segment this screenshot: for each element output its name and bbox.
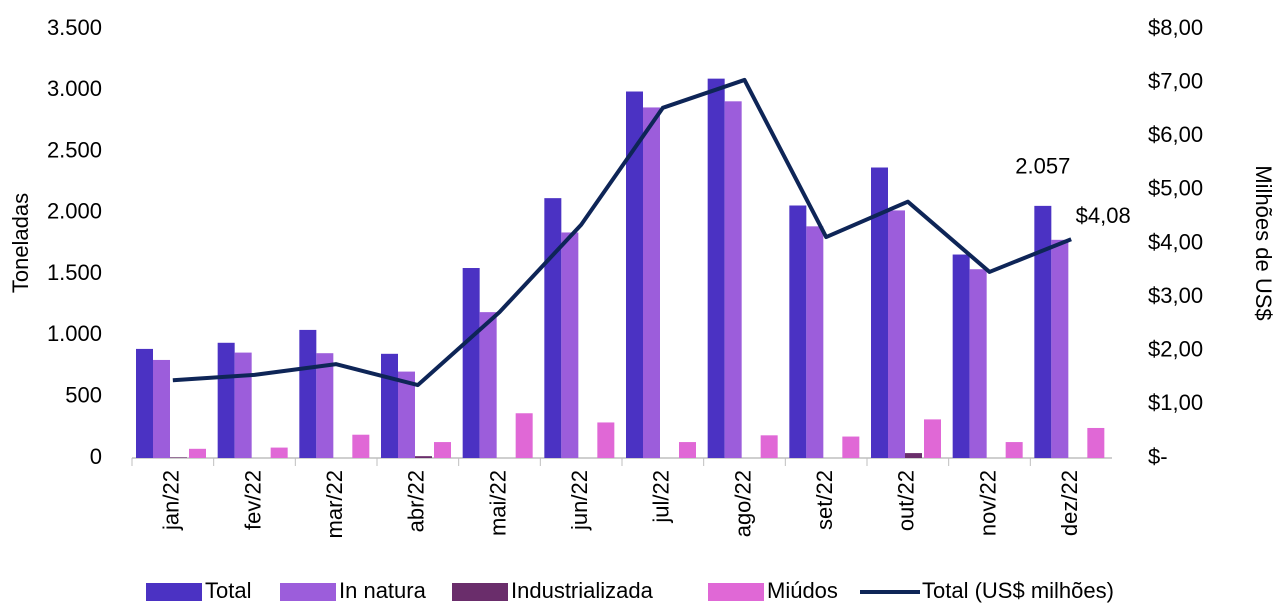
bar — [270, 447, 288, 458]
bar — [905, 453, 922, 458]
y2-tick-label: $8,00 — [1148, 15, 1203, 40]
bar — [479, 312, 497, 458]
y2-tick-label: $4,00 — [1148, 229, 1203, 254]
bar — [170, 457, 187, 458]
x-tick-label: abr/22 — [404, 470, 429, 532]
line — [172, 77, 1072, 388]
data-label: $4,08 — [1076, 203, 1131, 228]
y-axis-title: Toneladas — [8, 193, 33, 293]
x-tick-label: set/22 — [812, 470, 837, 530]
bar — [352, 434, 370, 458]
bar — [381, 353, 398, 458]
y-tick-label: 500 — [65, 383, 102, 408]
bar — [969, 269, 987, 458]
legend-swatch — [452, 583, 508, 601]
legend-swatch — [146, 583, 202, 601]
bar — [316, 353, 334, 458]
bar — [597, 422, 615, 458]
bar — [1034, 205, 1052, 458]
x-tick-label: fev/22 — [240, 470, 265, 530]
bar — [398, 371, 415, 458]
legend-swatch — [280, 583, 336, 601]
y2-axis-title: Milhões de US$ — [1251, 165, 1274, 320]
bar — [806, 226, 824, 458]
legend-label: Miúdos — [767, 578, 838, 603]
bar — [515, 413, 533, 458]
x-tick-label: jun/22 — [567, 470, 592, 531]
x-tick-label: mar/22 — [322, 470, 347, 538]
bar — [724, 101, 742, 459]
bar — [434, 442, 451, 458]
bar — [299, 329, 317, 458]
y2-tick-label: $6,00 — [1148, 122, 1203, 147]
bar — [952, 254, 970, 458]
bar — [234, 352, 252, 458]
bar — [544, 198, 562, 459]
bar — [789, 205, 807, 458]
bar — [760, 435, 778, 458]
bar — [217, 342, 235, 458]
bar — [136, 348, 153, 458]
bar — [415, 456, 432, 458]
data-label: 2.057 — [1015, 154, 1070, 179]
y-tick-label: 1.000 — [47, 321, 102, 346]
y2-tick-label: $7,00 — [1148, 68, 1203, 93]
bar — [643, 107, 660, 459]
y2-tick-label: $1,00 — [1148, 390, 1203, 415]
bar — [1005, 442, 1023, 458]
bar — [626, 91, 643, 459]
bar — [924, 419, 941, 458]
y2-tick-label: $2,00 — [1148, 337, 1203, 362]
y-tick-label: 1.500 — [47, 260, 102, 285]
bar — [679, 442, 696, 458]
x-tick-label: nov/22 — [975, 470, 1000, 536]
legend-label: In natura — [339, 578, 427, 603]
bar — [842, 436, 860, 458]
bar — [871, 167, 888, 458]
x-tick-label: ago/22 — [730, 470, 755, 537]
legend-label: Industrializada — [511, 578, 654, 603]
legend-label: Total — [205, 578, 251, 603]
bar — [707, 78, 725, 459]
bar — [888, 210, 905, 458]
x-tick-label: jan/22 — [159, 470, 184, 531]
y2-tick-label: $5,00 — [1148, 176, 1203, 201]
legend-label: Total (US$ milhões) — [922, 578, 1114, 603]
x-tick-label: mai/22 — [485, 470, 510, 536]
bar — [1087, 427, 1105, 458]
bar — [462, 268, 480, 458]
y-tick-label: 3.500 — [47, 15, 102, 40]
x-tick-label: dez/22 — [1057, 470, 1082, 536]
x-tick-label: out/22 — [894, 470, 919, 531]
bar — [153, 359, 170, 458]
y-tick-label: 2.500 — [47, 137, 102, 162]
legend-swatch — [708, 583, 764, 601]
bar — [561, 232, 579, 458]
y-tick-label: 2.000 — [47, 199, 102, 224]
bar — [1051, 239, 1069, 458]
y2-tick-label: $- — [1148, 444, 1168, 469]
y2-tick-label: $3,00 — [1148, 283, 1203, 308]
y-tick-label: 0 — [90, 444, 102, 469]
bar — [189, 448, 206, 458]
x-tick-label: jul/22 — [649, 470, 674, 524]
y-tick-label: 3.000 — [47, 76, 102, 101]
